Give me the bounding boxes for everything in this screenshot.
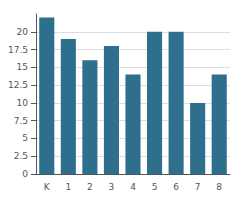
svg-text:17.5: 17.5 bbox=[8, 45, 28, 55]
svg-text:2.5: 2.5 bbox=[14, 151, 28, 161]
svg-text:7: 7 bbox=[195, 182, 201, 192]
svg-text:K: K bbox=[44, 182, 51, 192]
svg-text:8: 8 bbox=[216, 182, 222, 192]
svg-text:12.5: 12.5 bbox=[8, 80, 28, 90]
svg-text:7.5: 7.5 bbox=[14, 116, 28, 126]
svg-text:20: 20 bbox=[17, 27, 29, 37]
svg-text:2: 2 bbox=[87, 182, 93, 192]
svg-text:5: 5 bbox=[152, 182, 158, 192]
svg-text:15: 15 bbox=[17, 62, 28, 72]
svg-text:1: 1 bbox=[65, 182, 71, 192]
svg-text:5: 5 bbox=[22, 133, 28, 143]
svg-text:10: 10 bbox=[17, 98, 29, 108]
svg-text:0: 0 bbox=[22, 169, 28, 179]
svg-text:4: 4 bbox=[130, 182, 136, 192]
svg-text:6: 6 bbox=[173, 182, 179, 192]
svg-text:3: 3 bbox=[109, 182, 115, 192]
